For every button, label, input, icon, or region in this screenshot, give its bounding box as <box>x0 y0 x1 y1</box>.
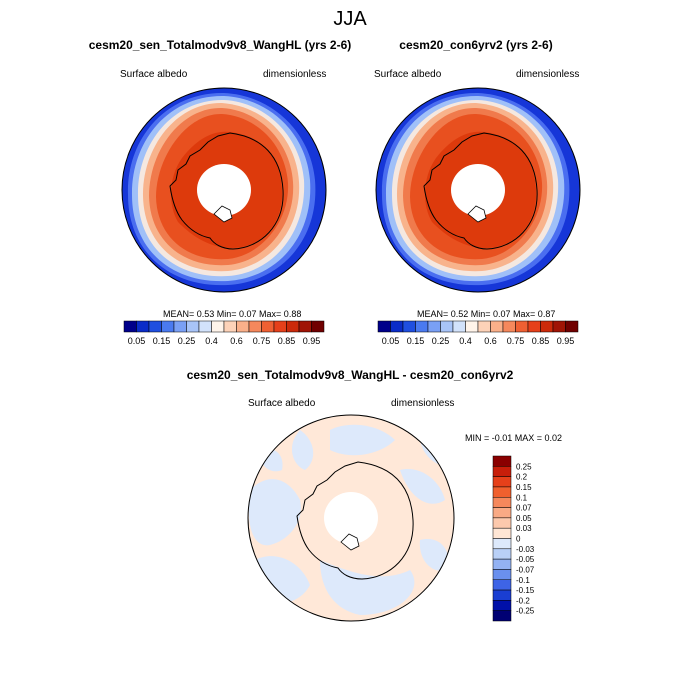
colorbar-swatch <box>390 320 404 333</box>
colorbar-tick-label: 0.95 <box>303 336 321 346</box>
colorbar-swatch <box>492 507 512 519</box>
colorbar-tick-label: 0.15 <box>153 336 171 346</box>
panel-2-stats: MEAN= 0.52 Min= 0.07 Max= 0.87 <box>417 309 556 319</box>
panel-2-units-label: dimensionless <box>516 69 580 80</box>
colorbar-tick-label: 0.07 <box>516 504 532 513</box>
colorbar-swatch <box>492 600 512 611</box>
colorbar-swatch <box>298 320 312 333</box>
panel-3-stats: MIN = -0.01 MAX = 0.02 <box>465 433 563 443</box>
colorbar-swatch <box>492 589 512 601</box>
colorbar-tick-label: 0 <box>516 535 521 544</box>
colorbar-tick-label: -0.07 <box>516 565 535 574</box>
colorbar-swatch <box>492 579 512 591</box>
colorbar-swatch <box>261 320 275 333</box>
colorbar-tick-label: 0.03 <box>516 524 532 533</box>
colorbar-swatch <box>248 320 262 333</box>
figure-title: JJA <box>333 8 367 30</box>
panel-2-map <box>375 87 581 293</box>
colorbar-swatch <box>515 320 529 333</box>
colorbar-tick-label: 0.6 <box>484 336 497 346</box>
colorbar-tick-label: -0.1 <box>516 576 530 585</box>
colorbar-swatch <box>492 517 512 529</box>
colorbar-tick-label: 0.85 <box>532 336 550 346</box>
colorbar-swatch <box>402 320 416 333</box>
colorbar-swatch <box>452 320 466 333</box>
colorbar-swatch <box>311 320 325 333</box>
colorbar-tick-label: 0.95 <box>557 336 575 346</box>
colorbar-swatch <box>161 320 175 333</box>
colorbar-swatch <box>552 320 566 333</box>
panel-1-colorbar: 0.05 0.15 0.25 0.4 0.6 0.75 0.85 0.95 <box>123 320 325 346</box>
colorbar-swatch <box>477 320 491 333</box>
colorbar-swatch <box>540 320 554 333</box>
colorbar-tick-label: 0.05 <box>516 514 532 523</box>
panel-2-title: cesm20_con6yrv2 (yrs 2-6) <box>399 38 553 52</box>
colorbar-tick-label: 0.15 <box>516 483 532 492</box>
colorbar-swatch <box>273 320 287 333</box>
colorbar-swatch <box>492 558 512 570</box>
colorbar-tick-label: -0.03 <box>516 545 535 554</box>
colorbar-swatch <box>377 320 391 333</box>
colorbar-swatch <box>492 466 512 477</box>
colorbar-swatch <box>136 320 150 333</box>
colorbar-tick-label: 0.25 <box>178 336 196 346</box>
colorbar-tick-label: -0.15 <box>516 586 535 595</box>
panel-3-title: cesm20_sen_Totalmodv9v8_WangHL - cesm20_… <box>186 368 514 382</box>
panel-2-variable-label: Surface albedo <box>374 69 442 80</box>
panel-3-map <box>247 414 455 622</box>
panel-1-stats: MEAN= 0.53 Min= 0.07 Max= 0.88 <box>163 309 302 319</box>
colorbar-swatch <box>236 320 250 333</box>
panel-3-colorbar: 0.250.20.150.10.070.050.030-0.03-0.05-0.… <box>492 455 535 622</box>
panel-1-title: cesm20_sen_Totalmodv9v8_WangHL (yrs 2-6) <box>88 38 352 52</box>
colorbar-tick-label: 0.25 <box>516 462 532 471</box>
colorbar-swatch <box>492 497 512 508</box>
colorbar-tick-label: 0.6 <box>230 336 243 346</box>
colorbar-swatch <box>490 320 504 333</box>
panel-1-map <box>121 87 327 293</box>
colorbar-swatch <box>198 320 212 333</box>
colorbar-tick-label: 0.05 <box>382 336 400 346</box>
colorbar-swatch <box>148 320 162 333</box>
colorbar-tick-label: 0.2 <box>516 473 528 482</box>
colorbar-swatch <box>492 527 512 539</box>
colorbar-swatch <box>427 320 441 333</box>
colorbar-swatch <box>440 320 454 333</box>
colorbar-tick-label: 0.75 <box>507 336 525 346</box>
colorbar-swatch <box>465 320 479 333</box>
colorbar-tick-label: -0.2 <box>516 596 530 605</box>
panel-3-variable-label: Surface albedo <box>248 398 316 409</box>
colorbar-swatch <box>286 320 300 333</box>
colorbar-swatch <box>173 320 187 333</box>
colorbar-swatch <box>492 538 512 550</box>
colorbar-tick-label: -0.25 <box>516 607 535 616</box>
colorbar-swatch <box>492 486 512 498</box>
colorbar-swatch <box>565 320 579 333</box>
colorbar-tick-label: 0.05 <box>128 336 146 346</box>
colorbar-tick-label: 0.75 <box>253 336 271 346</box>
colorbar-swatch <box>492 455 512 467</box>
colorbar-swatch <box>492 476 512 488</box>
colorbar-swatch <box>186 320 200 333</box>
colorbar-swatch <box>223 320 237 333</box>
colorbar-tick-label: 0.4 <box>459 336 472 346</box>
panel-1-variable-label: Surface albedo <box>120 69 188 80</box>
colorbar-swatch <box>492 569 512 580</box>
colorbar-swatch <box>492 548 512 560</box>
colorbar-swatch <box>415 320 429 333</box>
panel-2-colorbar: 0.05 0.15 0.25 0.4 0.6 0.75 0.85 0.95 <box>377 320 579 346</box>
colorbar-swatch <box>492 610 512 622</box>
colorbar-tick-label: 0.25 <box>432 336 450 346</box>
colorbar-swatch <box>527 320 541 333</box>
colorbar-tick-label: 0.15 <box>407 336 425 346</box>
colorbar-swatch <box>211 320 225 333</box>
colorbar-swatch <box>502 320 516 333</box>
panel-3-units-label: dimensionless <box>391 398 455 409</box>
colorbar-tick-label: 0.1 <box>516 493 528 502</box>
panel-1-units-label: dimensionless <box>263 69 327 80</box>
colorbar-tick-label: -0.05 <box>516 555 535 564</box>
colorbar-swatch <box>123 320 137 333</box>
colorbar-tick-label: 0.4 <box>205 336 218 346</box>
colorbar-tick-label: 0.85 <box>278 336 296 346</box>
